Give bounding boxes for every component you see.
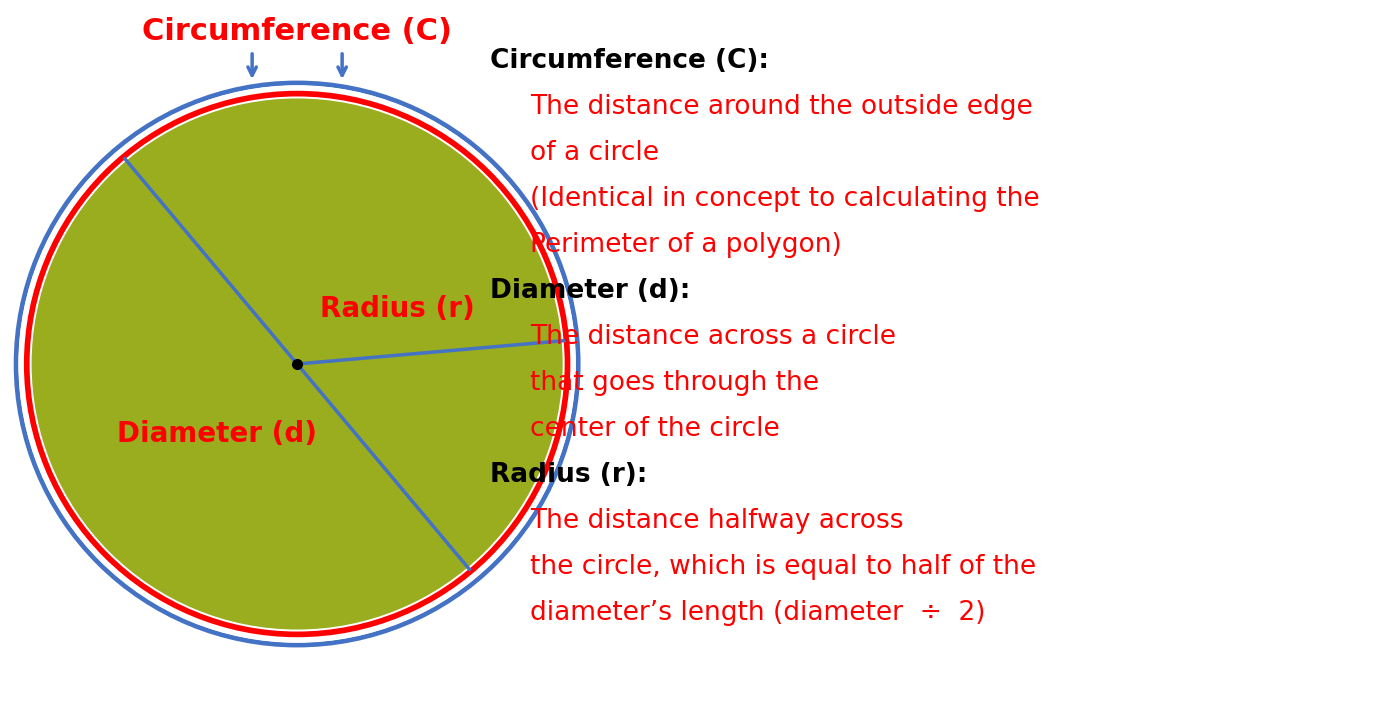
Text: (Identical in concept to calculating the: (Identical in concept to calculating the	[531, 186, 1039, 212]
Text: of a circle: of a circle	[531, 140, 659, 166]
Text: The distance across a circle: The distance across a circle	[531, 324, 896, 350]
Circle shape	[29, 96, 565, 632]
Text: diameter’s length (diameter  ÷  2): diameter’s length (diameter ÷ 2)	[531, 600, 985, 626]
Text: The distance halfway across: The distance halfway across	[531, 508, 904, 534]
Text: Perimeter of a polygon): Perimeter of a polygon)	[531, 232, 842, 258]
Text: center of the circle: center of the circle	[531, 416, 779, 442]
Text: Radius (r):: Radius (r):	[491, 462, 647, 488]
Text: that goes through the: that goes through the	[531, 370, 820, 396]
Text: Circumference (C): Circumference (C)	[142, 17, 452, 46]
Text: Circumference (C):: Circumference (C):	[491, 48, 768, 74]
Text: the circle, which is equal to half of the: the circle, which is equal to half of th…	[531, 554, 1036, 580]
Text: Diameter (d):: Diameter (d):	[491, 278, 691, 304]
Text: Radius (r): Radius (r)	[319, 295, 474, 323]
Text: Diameter (d): Diameter (d)	[117, 420, 316, 448]
Text: The distance around the outside edge: The distance around the outside edge	[531, 94, 1032, 120]
